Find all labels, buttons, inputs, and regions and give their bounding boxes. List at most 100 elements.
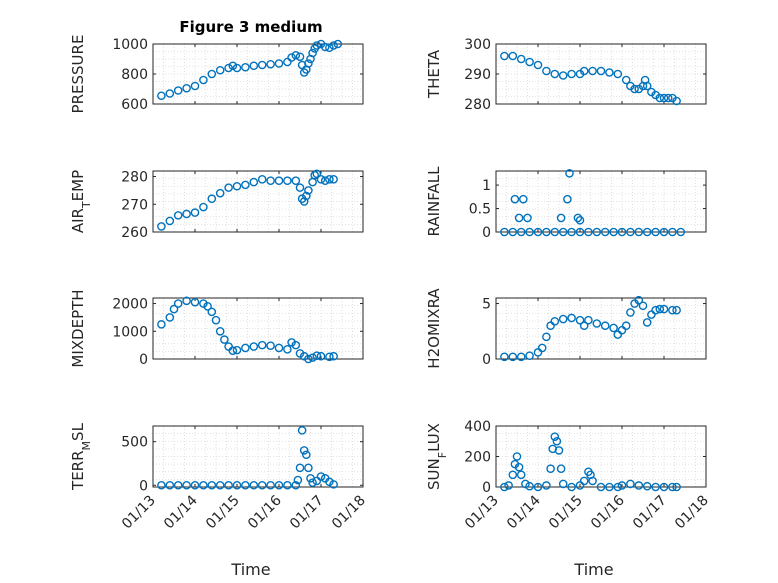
data-point — [287, 53, 296, 62]
data-point — [224, 480, 233, 490]
data-point — [617, 481, 627, 490]
data-point — [584, 315, 593, 325]
data-point — [642, 318, 652, 327]
data-point — [508, 470, 518, 480]
data-point — [510, 194, 520, 204]
data-point — [207, 307, 217, 317]
y-axis-label-h2omixra: H2OMIXRA — [425, 288, 443, 369]
y-axis-label-rainfall: RAINFALL — [425, 166, 443, 237]
data-point — [525, 227, 534, 237]
data-point — [655, 93, 665, 103]
data-point — [584, 227, 593, 237]
series-theta — [500, 51, 681, 106]
x-axis-label-left: Time — [230, 560, 270, 579]
y-tick-label: 2000 — [112, 297, 148, 313]
data-point — [533, 227, 543, 237]
data-point — [575, 227, 585, 237]
data-point — [500, 352, 509, 362]
data-point — [325, 43, 334, 53]
data-point — [626, 479, 635, 489]
data-point — [232, 181, 242, 191]
data-point — [659, 482, 669, 492]
data-point — [301, 450, 311, 460]
subplot-theta: 280 290 300 THETA — [425, 37, 707, 113]
data-point — [558, 227, 568, 237]
data-point — [293, 475, 303, 485]
data-point — [295, 183, 305, 192]
data-point — [525, 481, 534, 491]
data-point — [173, 480, 183, 490]
y-tick-label: 500 — [121, 435, 148, 451]
data-point — [565, 169, 574, 178]
data-point — [600, 227, 610, 237]
data-point — [519, 194, 528, 204]
data-point — [672, 96, 681, 106]
data-point — [241, 62, 250, 72]
data-point — [257, 480, 267, 490]
data-point — [301, 191, 311, 201]
data-point — [224, 63, 233, 73]
data-point — [672, 305, 681, 315]
axes-box-h2omixra — [495, 297, 707, 360]
data-point — [504, 481, 513, 490]
data-point — [659, 304, 669, 314]
data-point — [542, 227, 551, 237]
data-point — [542, 481, 551, 490]
data-point — [232, 480, 242, 490]
data-point — [573, 213, 583, 223]
data-point — [232, 345, 242, 355]
data-point — [304, 463, 313, 473]
data-point — [329, 175, 338, 184]
data-point — [299, 197, 309, 206]
y-axis-label-terr-msl: TERRMSL — [69, 422, 93, 491]
subplot-rainfall: 0 0.5 1 RAINFALL — [425, 166, 707, 241]
data-point — [304, 59, 313, 68]
data-point — [542, 332, 551, 342]
data-point — [190, 81, 200, 91]
data-point — [563, 194, 572, 204]
data-point — [575, 315, 585, 325]
data-point — [500, 482, 509, 492]
data-point — [228, 346, 238, 355]
data-point — [575, 481, 585, 490]
data-point — [668, 305, 677, 315]
data-point — [642, 81, 652, 91]
data-point — [232, 63, 242, 73]
data-point — [312, 41, 322, 50]
data-point — [182, 209, 191, 219]
data-point — [325, 477, 334, 487]
data-point — [299, 446, 309, 455]
data-point — [173, 211, 183, 220]
data-point — [249, 342, 259, 351]
data-point — [304, 354, 313, 364]
data-point — [626, 227, 635, 237]
data-point — [558, 314, 568, 324]
data-point — [207, 69, 217, 79]
data-point — [500, 227, 509, 237]
data-point — [550, 316, 560, 326]
data-point — [542, 66, 551, 76]
data-point — [291, 340, 301, 350]
subplot-air-temp: 260 270 280 AIRTEMP — [69, 169, 364, 241]
data-point — [249, 61, 259, 71]
data-point — [638, 301, 648, 311]
data-point — [283, 480, 292, 490]
data-point — [668, 227, 677, 237]
data-point — [274, 176, 284, 186]
data-point — [613, 69, 623, 79]
data-point — [596, 482, 606, 492]
data-point — [291, 480, 301, 490]
data-point — [325, 175, 334, 184]
data-point — [605, 68, 614, 77]
data-point — [165, 216, 175, 226]
data-point — [642, 481, 652, 491]
data-point — [157, 320, 166, 329]
y-tick-label: 0 — [139, 478, 148, 494]
y-tick-label: 260 — [121, 225, 148, 241]
data-point — [165, 89, 175, 98]
data-point — [605, 482, 614, 492]
data-point — [600, 321, 610, 331]
series-pressure — [157, 39, 343, 101]
data-point — [588, 66, 597, 76]
data-point — [672, 482, 681, 492]
